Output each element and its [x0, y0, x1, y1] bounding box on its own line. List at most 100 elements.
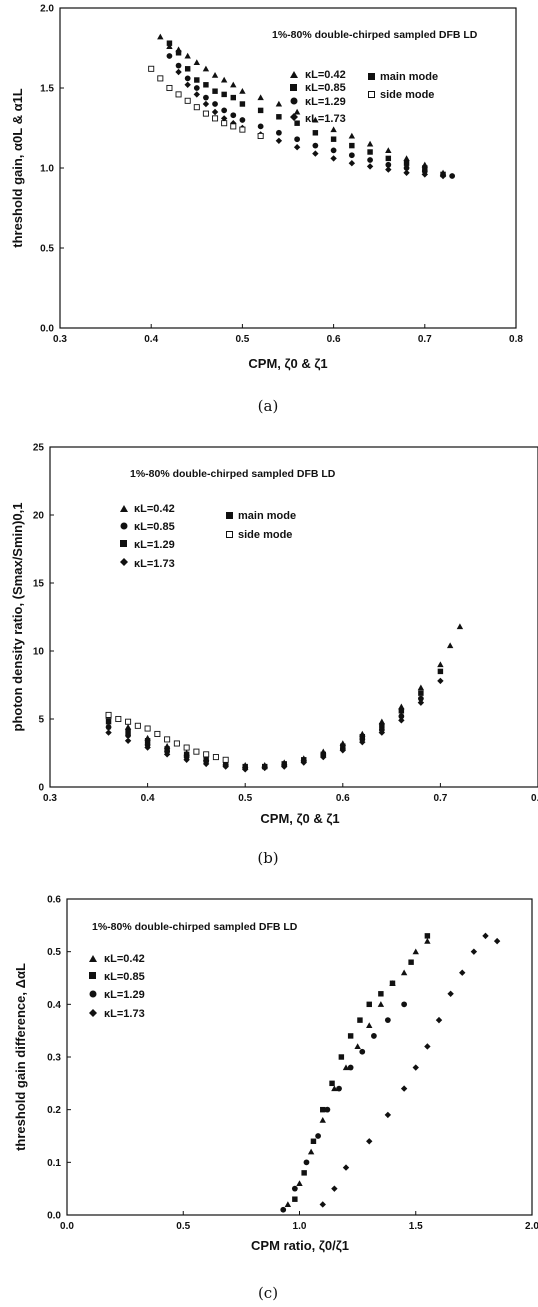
legend-kappa-1.73: κL=1.73 [305, 113, 346, 125]
x-tick-label: 1.5 [409, 1221, 423, 1232]
data-point [398, 703, 405, 710]
data-point [105, 711, 112, 718]
data-point [115, 715, 122, 723]
y-tick-label: 25 [33, 443, 45, 454]
data-point [202, 110, 209, 117]
data-point [312, 142, 319, 149]
data-point [378, 718, 386, 725]
data-point [293, 108, 301, 115]
kappa-legend-a: κL=0.42 κL=0.85 κL=1.29 κL=1.73 [290, 69, 346, 125]
data-point [202, 100, 210, 108]
data-point [164, 736, 171, 743]
legend-kappa-0.85: κL=0.85 [134, 521, 175, 533]
y-tick-label: 0.5 [47, 947, 61, 958]
data-point [105, 719, 112, 725]
data-point [403, 169, 410, 176]
data-point [385, 155, 392, 162]
data-point [367, 157, 373, 163]
y-tick-label: 0.3 [47, 1053, 61, 1064]
data-point [408, 959, 414, 965]
legend-square-icon [290, 84, 297, 91]
data-point [330, 155, 337, 162]
data-point [389, 980, 396, 986]
data-point [319, 1117, 326, 1123]
legend-b: κL=0.42 κL=0.85 κL=1.29 κL=1.73 main mod… [120, 503, 296, 570]
data-point [257, 107, 264, 114]
legend-square-icon [89, 972, 96, 979]
legend-open-square-icon [226, 531, 233, 538]
data-point [300, 759, 307, 766]
data-point [166, 84, 173, 92]
data-point [324, 1106, 331, 1113]
y-tick-label: 2.0 [40, 4, 54, 15]
data-point [166, 43, 173, 49]
data-point [417, 684, 425, 691]
data-point [239, 117, 246, 123]
data-point [359, 738, 366, 746]
x-tick-label: 0.5 [235, 334, 249, 345]
data-point [184, 97, 191, 104]
x-tick-label: 0.7 [433, 793, 447, 804]
data-point [312, 116, 319, 123]
y-tick-label: 0 [38, 783, 44, 794]
legend-main-mode: main mode [238, 510, 296, 522]
y-tick-label: 0.5 [40, 244, 54, 255]
data-point [166, 53, 173, 59]
data-point [424, 933, 431, 939]
data-point [384, 1017, 391, 1024]
legend-kappa-0.42: κL=0.42 [104, 953, 145, 965]
data-point [482, 932, 489, 940]
data-point [493, 937, 501, 945]
scatter-points-a [148, 33, 456, 180]
data-point [456, 623, 464, 630]
y-tick-label: 5 [38, 715, 44, 726]
legend-circle-icon [120, 522, 128, 530]
data-point [202, 65, 210, 72]
y-axis-label-a: threshold gain, α0L & α1L [10, 88, 25, 248]
y-tick-label: 20 [33, 511, 45, 522]
legend-main-mode: main mode [380, 71, 438, 83]
legend-triangle-icon [120, 505, 128, 512]
data-point [347, 1033, 354, 1039]
legend-kappa-0.85: κL=0.85 [305, 82, 346, 94]
data-point [403, 160, 410, 166]
data-point [424, 937, 431, 944]
chart-b: 0.3 0.4 0.5 0.6 0.7 0.8 0 5 10 15 20 25 1%-80% doub… [10, 443, 538, 867]
x-tick-label: 0.5 [238, 793, 252, 804]
data-point [221, 91, 227, 98]
data-point [384, 1111, 392, 1119]
data-point [202, 760, 210, 768]
data-point [400, 969, 408, 976]
legend-diamond-icon [120, 558, 128, 566]
data-point [220, 76, 228, 83]
data-point [212, 101, 218, 107]
data-point [446, 642, 454, 649]
plot-frame-a [59, 7, 517, 329]
data-point [276, 114, 282, 120]
data-point [412, 948, 419, 955]
legend-kappa-0.42: κL=0.42 [134, 503, 175, 515]
data-point [281, 763, 288, 770]
data-point [175, 91, 182, 98]
data-point [366, 140, 374, 147]
legend-circle-icon [89, 990, 97, 998]
data-point [342, 1064, 350, 1071]
data-point [193, 85, 200, 91]
legend-square-icon [120, 540, 127, 547]
chart-title-c: 1%-80% double-chirped sampled DFB LD [92, 921, 298, 933]
data-point [144, 738, 151, 744]
data-point [276, 129, 282, 136]
x-tick-label: 0.3 [43, 793, 57, 804]
data-point [239, 88, 246, 94]
data-point [303, 1159, 310, 1166]
data-point [378, 991, 384, 997]
data-point [257, 132, 264, 140]
data-point [312, 150, 319, 157]
plot-frame-c [66, 898, 533, 1216]
legend-side-mode: side mode [238, 529, 292, 541]
y-tick-label: 0.0 [47, 1211, 61, 1222]
data-point [183, 756, 190, 763]
data-point [294, 136, 300, 143]
data-point [125, 728, 131, 734]
data-point [144, 744, 151, 751]
